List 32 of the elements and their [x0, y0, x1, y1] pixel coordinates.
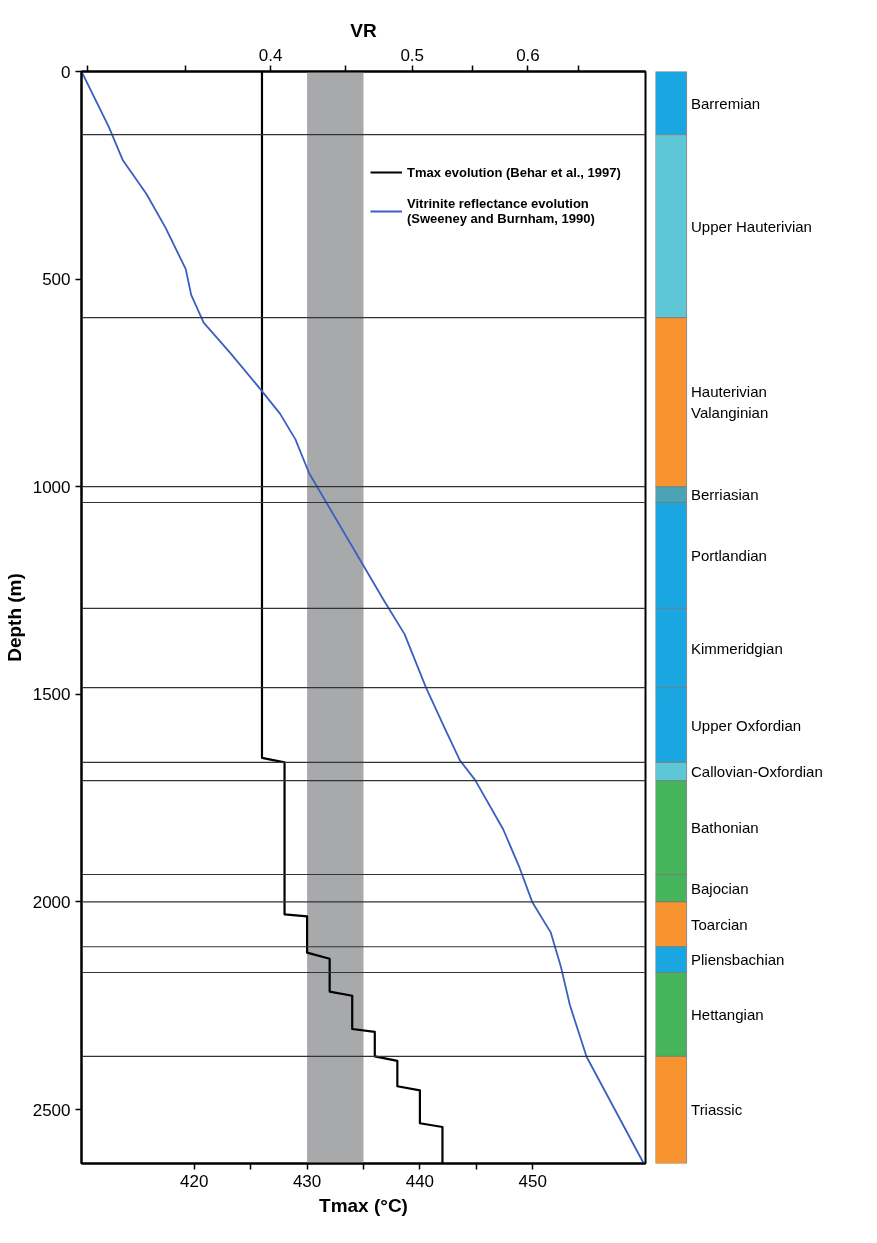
y-tick-label: 2500 [32, 1100, 71, 1120]
series-label: Upper Hauterivian [691, 217, 812, 235]
x-tick-label: 430 [292, 1171, 322, 1191]
series-label: Upper Oxfordian [691, 716, 802, 734]
series-label: Hauterivian Valanginian [691, 383, 769, 422]
series-label: Kimmeridgian [691, 639, 783, 657]
series-label: Bajocian [691, 879, 749, 897]
x2-tick-label: 0.5 [400, 45, 425, 65]
series-label: Bathonian [691, 819, 759, 837]
legend-label: Tmax evolution (Behar et al., 1997) [407, 164, 621, 180]
y-tick-label: 500 [42, 270, 71, 290]
x2-tick-label: 0.4 [258, 45, 283, 65]
series-label: Pliensbachian [691, 951, 785, 969]
legend-label: Vitrinite reflectance evolution (Sweeney and Burnham, 1990) [407, 196, 595, 226]
series-label: Barremian [691, 94, 761, 112]
series-label: Portlandian [691, 546, 767, 564]
x-axis-title: Tmax (°C) [319, 1194, 408, 1216]
y-tick-label: 1500 [32, 685, 71, 705]
x2-axis-title: VR [350, 19, 377, 41]
series-label: Toarcian [691, 915, 748, 933]
x-tick-label: 450 [518, 1171, 547, 1191]
series-label: Berriasian [691, 486, 759, 504]
series-label: Callovian-Oxfordian [691, 763, 823, 781]
y-tick-label: 1000 [32, 477, 71, 497]
y-tick-label: 2000 [32, 892, 71, 912]
series-label: Hettangian [691, 1005, 764, 1023]
y-tick-label: 0 [61, 62, 71, 82]
x2-tick-label: 0.6 [516, 45, 540, 65]
series-label: Triassic [691, 1101, 743, 1119]
x-tick-label: 420 [180, 1171, 209, 1191]
x-tick-label: 440 [405, 1171, 435, 1191]
y-axis-title: Depth (m) [3, 573, 25, 662]
